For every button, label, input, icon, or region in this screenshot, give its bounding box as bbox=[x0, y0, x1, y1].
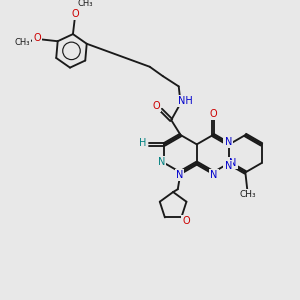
Text: O: O bbox=[33, 33, 41, 43]
Text: N: N bbox=[210, 170, 218, 180]
Text: N: N bbox=[229, 158, 237, 168]
Text: O: O bbox=[72, 8, 80, 19]
Text: NH: NH bbox=[178, 96, 193, 106]
Text: O: O bbox=[182, 216, 190, 226]
Text: CH₃: CH₃ bbox=[240, 190, 256, 199]
Text: N: N bbox=[224, 136, 232, 147]
Text: N: N bbox=[224, 161, 232, 171]
Text: N: N bbox=[176, 170, 183, 180]
Text: CH₃: CH₃ bbox=[14, 38, 30, 47]
Text: O: O bbox=[209, 109, 217, 118]
Text: O: O bbox=[152, 101, 160, 111]
Text: H: H bbox=[139, 138, 147, 148]
Text: CH₃: CH₃ bbox=[77, 0, 93, 8]
Text: N: N bbox=[158, 157, 165, 167]
